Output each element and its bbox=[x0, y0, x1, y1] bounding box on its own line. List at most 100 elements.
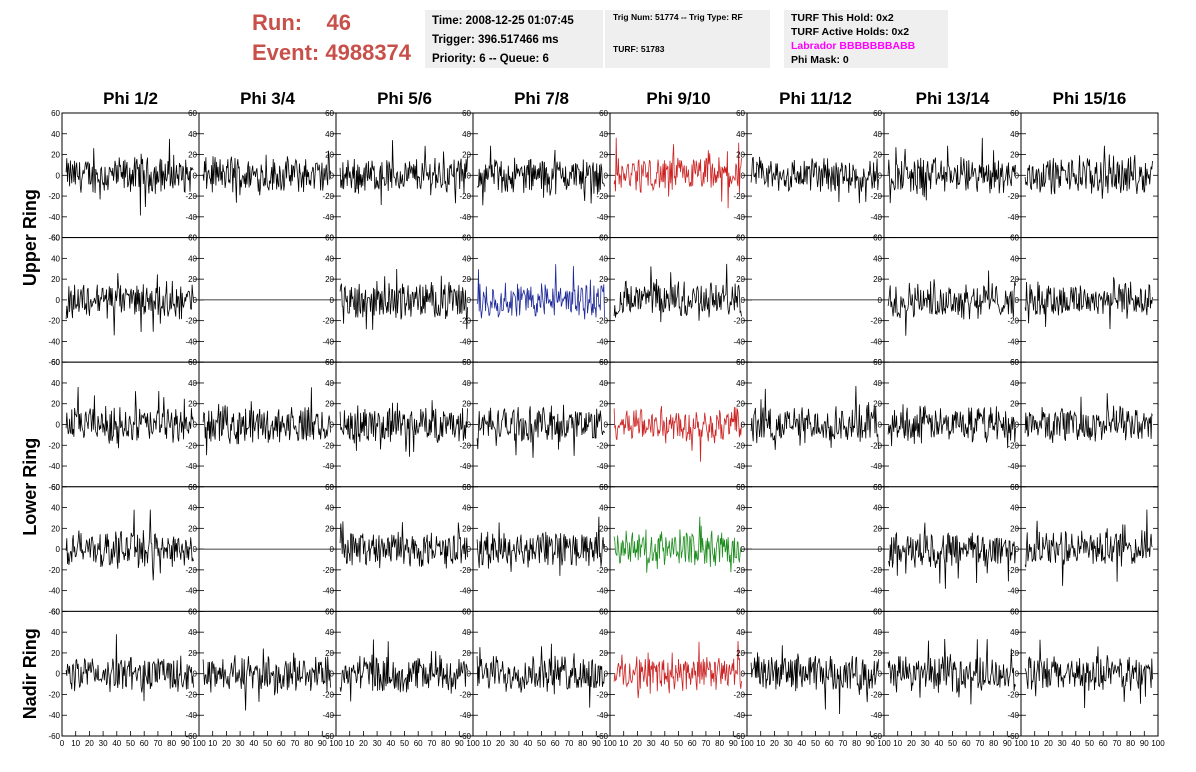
y-tick-label: 20 bbox=[325, 524, 334, 533]
x-tick-label: 20 bbox=[633, 739, 642, 748]
y-tick-label: -20 bbox=[596, 690, 608, 699]
y-tick-label: -20 bbox=[322, 566, 334, 575]
y-tick-label: 40 bbox=[1010, 628, 1019, 637]
x-tick-label: 50 bbox=[674, 739, 683, 748]
x-tick-label: 90 bbox=[1140, 739, 1149, 748]
x-tick-label: 20 bbox=[222, 739, 231, 748]
y-tick-label: 0 bbox=[193, 670, 198, 679]
x-tick-label: 90 bbox=[729, 739, 738, 748]
y-tick-label: 60 bbox=[188, 358, 197, 367]
y-tick-label: 0 bbox=[1015, 171, 1020, 180]
waveform-trace bbox=[750, 645, 879, 715]
y-tick-label: 0 bbox=[193, 296, 198, 305]
y-tick-label: 40 bbox=[188, 504, 197, 513]
waveform-trace bbox=[65, 509, 194, 581]
waveform-trace bbox=[339, 140, 468, 206]
y-tick-label: -40 bbox=[322, 587, 334, 596]
y-tick-label: 0 bbox=[1015, 296, 1020, 305]
x-tick-label: 90 bbox=[866, 739, 875, 748]
y-tick-label: 0 bbox=[741, 171, 746, 180]
y-tick-label: -40 bbox=[459, 711, 471, 720]
y-tick-label: -20 bbox=[733, 566, 745, 575]
x-tick-label: 80 bbox=[441, 739, 450, 748]
event-line: Event: 4988374 bbox=[252, 38, 411, 68]
y-tick-label: -20 bbox=[48, 317, 60, 326]
y-tick-label: 60 bbox=[1010, 109, 1019, 118]
column-title-1: Phi 1/2 bbox=[103, 89, 158, 108]
y-tick-label: 60 bbox=[51, 483, 60, 492]
y-tick-label: -60 bbox=[48, 483, 60, 492]
y-tick-label: -20 bbox=[322, 317, 334, 326]
waveform-trace bbox=[1024, 393, 1153, 444]
y-tick-label: 40 bbox=[188, 130, 197, 139]
y-tick-label: 60 bbox=[325, 483, 334, 492]
x-tick-label: 20 bbox=[85, 739, 94, 748]
waveform-trace bbox=[476, 516, 605, 576]
x-tick-label: 30 bbox=[236, 739, 245, 748]
y-tick-label: -40 bbox=[459, 337, 471, 346]
y-tick-label: 40 bbox=[599, 130, 608, 139]
y-tick-label: 60 bbox=[325, 358, 334, 367]
y-tick-label: -20 bbox=[870, 441, 882, 450]
y-tick-label: 0 bbox=[878, 670, 883, 679]
y-tick-label: 0 bbox=[604, 545, 609, 554]
y-tick-label: 40 bbox=[51, 254, 60, 263]
y-tick-label: 40 bbox=[51, 504, 60, 513]
y-tick-label: -20 bbox=[48, 690, 60, 699]
waveform-trace bbox=[887, 270, 1016, 336]
y-tick-label: 20 bbox=[51, 524, 60, 533]
panel-frame bbox=[61, 610, 200, 737]
x-tick-label: 40 bbox=[660, 739, 669, 748]
x-tick-label: 20 bbox=[496, 739, 505, 748]
y-tick-label: -20 bbox=[1007, 317, 1019, 326]
y-tick-label: 60 bbox=[188, 483, 197, 492]
x-tick-label: 30 bbox=[373, 739, 382, 748]
x-tick-label: 50 bbox=[811, 739, 820, 748]
x-tick-label: 90 bbox=[592, 739, 601, 748]
y-tick-label: 0 bbox=[193, 421, 198, 430]
y-tick-label: -20 bbox=[322, 192, 334, 201]
y-tick-label: 20 bbox=[736, 649, 745, 658]
x-tick-label: 10 bbox=[893, 739, 902, 748]
y-tick-label: 60 bbox=[462, 483, 471, 492]
y-tick-label: 0 bbox=[604, 670, 609, 679]
y-tick-label: 20 bbox=[736, 151, 745, 160]
y-tick-label: 0 bbox=[193, 171, 198, 180]
y-tick-label: -60 bbox=[1007, 732, 1019, 741]
y-tick-label: 40 bbox=[51, 130, 60, 139]
y-tick-label: 0 bbox=[330, 296, 335, 305]
y-tick-label: 20 bbox=[188, 400, 197, 409]
waveform-trace bbox=[750, 156, 879, 204]
panel-frame bbox=[335, 610, 474, 737]
y-tick-label: -20 bbox=[185, 690, 197, 699]
y-tick-label: -40 bbox=[322, 337, 334, 346]
y-tick-label: 20 bbox=[462, 400, 471, 409]
y-tick-label: -40 bbox=[596, 587, 608, 596]
y-tick-label: -40 bbox=[322, 462, 334, 471]
waveform-trace bbox=[750, 385, 879, 450]
x-tick-label: 40 bbox=[112, 739, 121, 748]
x-tick-label: 10 bbox=[208, 739, 217, 748]
y-tick-label: 60 bbox=[325, 607, 334, 616]
y-tick-label: 0 bbox=[604, 421, 609, 430]
y-tick-label: 60 bbox=[599, 358, 608, 367]
y-tick-label: 20 bbox=[873, 275, 882, 284]
trig-num-text: Trig Num: 51774 -- Trig Type: RF bbox=[613, 12, 743, 22]
panel-frame bbox=[746, 112, 885, 239]
y-tick-label: 20 bbox=[873, 524, 882, 533]
waveform-trace bbox=[613, 516, 742, 573]
column-title-2: Phi 3/4 bbox=[240, 89, 295, 108]
y-tick-label: -40 bbox=[1007, 337, 1019, 346]
y-tick-label: 0 bbox=[330, 171, 335, 180]
y-tick-label: 40 bbox=[599, 254, 608, 263]
event-label: Event: bbox=[252, 40, 320, 65]
waveform-trace bbox=[476, 643, 605, 708]
